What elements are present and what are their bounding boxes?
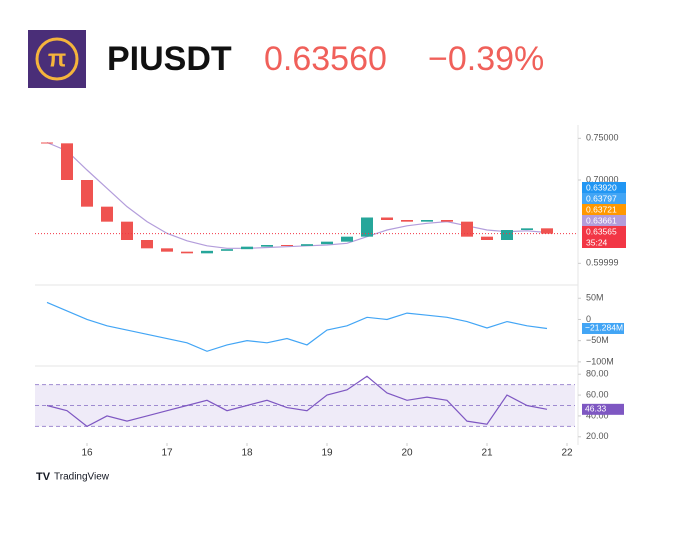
tv-logo: TV — [36, 471, 51, 483]
x-tick-label: 21 — [481, 448, 493, 459]
line — [46, 375, 548, 428]
price-badge-label: 0.63797 — [586, 193, 617, 203]
symbol: PIUSDT — [107, 40, 232, 78]
candle — [161, 248, 173, 252]
change: −0.39% — [428, 40, 544, 78]
price-badge-label: 0.63661 — [586, 215, 617, 225]
price-badge — [582, 204, 626, 215]
candle — [321, 241, 333, 245]
logo-ring — [35, 37, 79, 81]
price-badge-label: 0.63565 — [586, 226, 617, 236]
line — [46, 301, 548, 352]
y-tick-label: 0.59999 — [586, 258, 619, 268]
x-tick-label: 16 — [81, 448, 93, 459]
y-tick-label: −100M — [586, 356, 614, 366]
candle — [101, 206, 113, 222]
y-tick-label: 0.70000 — [586, 174, 619, 184]
y-tick-label: −50M — [586, 335, 609, 345]
candle — [521, 228, 533, 230]
x-tick-label: 22 — [561, 448, 573, 459]
candle — [261, 245, 273, 247]
candle — [61, 143, 73, 180]
candle — [281, 245, 293, 246]
price-badge — [582, 193, 626, 204]
candle — [241, 246, 253, 250]
price-badge — [582, 237, 626, 248]
y-tick-label: 80.00 — [586, 369, 609, 379]
candle — [221, 249, 233, 251]
candle — [381, 217, 393, 220]
x-tick-label: 18 — [241, 448, 253, 459]
brand: TradingView — [54, 472, 110, 483]
y-tick-label: 0.75000 — [586, 133, 619, 143]
candle — [201, 250, 213, 254]
x-tick-label: 20 — [401, 448, 413, 459]
value-badge-label: 46.33 — [585, 404, 607, 414]
candle — [301, 244, 313, 246]
value-badge — [582, 322, 624, 334]
y-tick-label: 40.00 — [586, 410, 609, 420]
candle — [481, 236, 493, 240]
y-tick-label: 0 — [586, 314, 591, 324]
price-badge-label: 0.63721 — [586, 204, 617, 214]
value-badge-label: −21.284M — [585, 323, 623, 333]
candle — [401, 220, 413, 222]
x-tick-label: 17 — [161, 448, 173, 459]
candle — [361, 217, 373, 237]
logo-pi: π — [48, 45, 66, 72]
y-tick-label: 20.00 — [586, 431, 609, 441]
candle — [81, 180, 93, 207]
candle — [421, 220, 433, 222]
candle — [41, 142, 53, 144]
candle — [501, 230, 513, 240]
value-badge — [582, 403, 624, 415]
price-badge — [582, 215, 626, 226]
candle — [441, 220, 453, 222]
price-badge — [582, 182, 626, 193]
price-badge-label: 0.63920 — [586, 182, 617, 192]
price: 0.63560 — [264, 40, 387, 78]
candle — [181, 251, 193, 254]
candle — [541, 228, 553, 234]
candle — [341, 236, 353, 242]
candle — [121, 221, 133, 240]
price-badge — [582, 226, 626, 237]
y-tick-label: 50M — [586, 293, 604, 303]
candle — [461, 221, 473, 237]
candle — [141, 240, 153, 249]
price-badge-label: 35:24 — [586, 237, 608, 247]
y-tick-label: 60.00 — [586, 389, 609, 399]
x-tick-label: 19 — [321, 448, 333, 459]
